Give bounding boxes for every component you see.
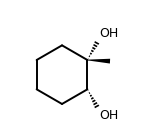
Polygon shape — [94, 41, 99, 45]
Polygon shape — [92, 47, 96, 50]
Polygon shape — [93, 102, 98, 105]
Polygon shape — [93, 44, 98, 47]
Polygon shape — [91, 97, 94, 100]
Polygon shape — [88, 90, 89, 91]
Polygon shape — [87, 59, 110, 64]
Polygon shape — [91, 50, 94, 52]
Polygon shape — [92, 100, 96, 103]
Polygon shape — [94, 104, 99, 108]
Polygon shape — [90, 95, 92, 97]
Text: OH: OH — [99, 27, 118, 40]
Polygon shape — [89, 92, 90, 94]
Text: OH: OH — [99, 109, 118, 122]
Polygon shape — [88, 58, 89, 60]
Polygon shape — [89, 55, 90, 57]
Polygon shape — [90, 52, 92, 55]
